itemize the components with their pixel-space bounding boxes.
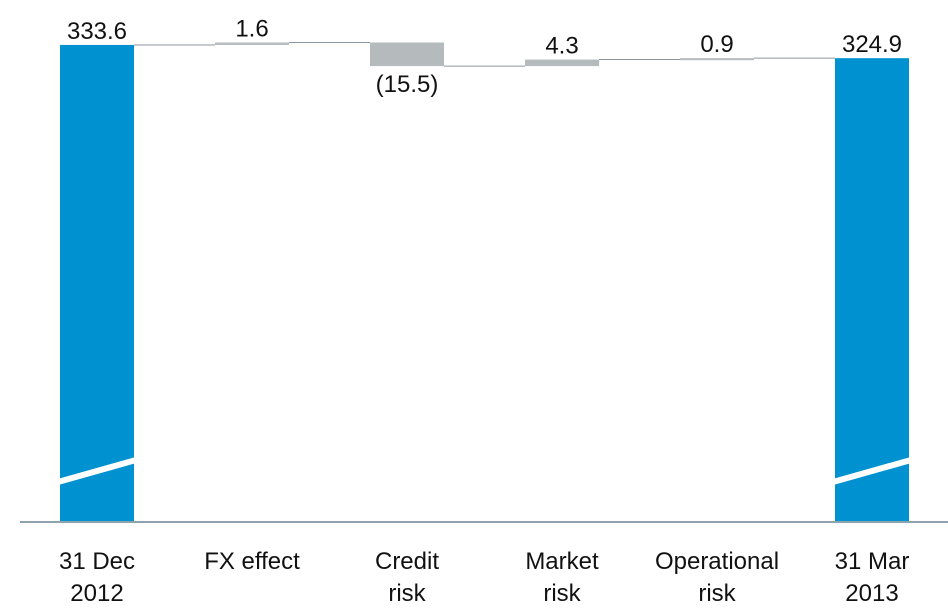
bar bbox=[525, 59, 599, 67]
x-tick-label: FX effect bbox=[204, 548, 300, 575]
axis-break bbox=[57, 457, 137, 485]
value-label: 4.3 bbox=[545, 33, 578, 60]
value-label: (15.5) bbox=[376, 71, 439, 98]
bar bbox=[835, 58, 909, 522]
bar bbox=[680, 58, 754, 61]
axis-break bbox=[832, 457, 912, 485]
bar bbox=[215, 42, 289, 45]
bar bbox=[60, 44, 134, 523]
value-label: 0.9 bbox=[700, 31, 733, 58]
x-tick-label: 31 Dec 2012 bbox=[58, 548, 136, 607]
value-label: 333.6 bbox=[67, 18, 127, 45]
value-label: 1.6 bbox=[235, 16, 268, 43]
x-tick-label: Credit risk bbox=[374, 548, 440, 607]
x-tick-label: Market risk bbox=[525, 548, 599, 607]
value-label: 324.9 bbox=[842, 31, 902, 58]
bar bbox=[370, 42, 444, 67]
x-tick-label: 31 Mar 2013 bbox=[834, 548, 910, 607]
x-tick-label: Operational risk bbox=[654, 548, 780, 607]
